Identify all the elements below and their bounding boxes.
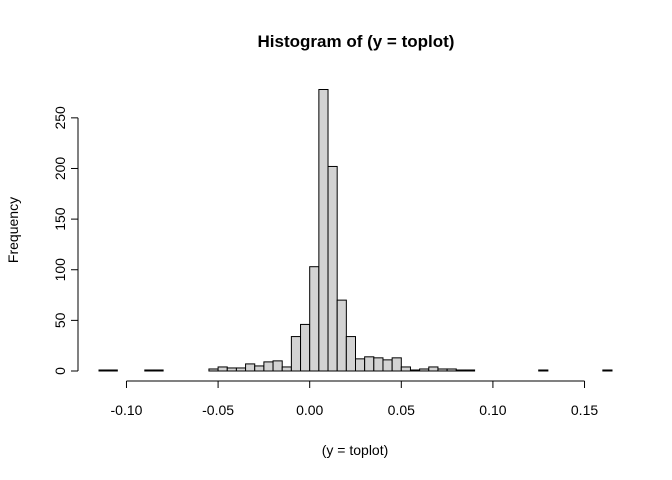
- histogram-bar: [281, 366, 292, 372]
- histogram-bar: [400, 366, 411, 372]
- histogram-bar: [208, 368, 219, 372]
- histogram-bar: [336, 299, 347, 372]
- histogram-bar: [327, 165, 338, 372]
- histogram-bar: [464, 369, 476, 372]
- y-tick-label: 250: [52, 106, 68, 130]
- histogram-bar: [409, 369, 421, 372]
- histogram-bar: [602, 369, 613, 372]
- x-tick-label: -0.10: [111, 402, 143, 418]
- histogram-bar: [144, 369, 155, 372]
- bars-group: [98, 89, 613, 372]
- chart-title: Histogram of (y = toplot): [258, 32, 455, 51]
- histogram-bar: [364, 356, 375, 372]
- histogram-bar: [382, 359, 393, 372]
- histogram-bar: [355, 358, 366, 372]
- histogram-bar: [245, 363, 256, 372]
- x-tick-label: 0.10: [479, 402, 506, 418]
- histogram-bar: [107, 369, 118, 372]
- histogram-bar: [226, 367, 237, 372]
- y-axis-label: Frequency: [5, 197, 21, 263]
- histogram-bar: [290, 336, 302, 372]
- x-tick-label: 0.15: [571, 402, 598, 418]
- histogram-bar: [235, 367, 247, 372]
- y-tick-label: 200: [52, 157, 68, 181]
- histogram-bar: [391, 357, 402, 372]
- histogram-bar: [254, 365, 265, 372]
- histogram-bar: [263, 361, 274, 372]
- histogram-bar: [300, 323, 311, 372]
- y-tick-label: 100: [52, 258, 68, 282]
- histogram-bar: [272, 360, 283, 372]
- x-tick-label: 0.05: [388, 402, 415, 418]
- histogram-bar: [217, 366, 228, 372]
- histogram-bar: [455, 369, 466, 372]
- histogram-bar: [428, 366, 439, 372]
- histogram-bar: [309, 266, 320, 372]
- histogram-bar: [437, 368, 448, 372]
- y-tick-label: 0: [52, 367, 68, 375]
- x-tick-label: -0.05: [202, 402, 234, 418]
- histogram-bar: [446, 368, 457, 372]
- y-tick-label: 150: [52, 207, 68, 231]
- histogram-bar: [419, 368, 430, 372]
- x-axis: -0.10 -0.05 0.00 0.05 0.10 0.15: [111, 380, 598, 418]
- histogram-bar: [318, 89, 329, 372]
- histogram-bar: [538, 369, 549, 372]
- x-axis-label: (y = toplot): [322, 442, 389, 458]
- y-tick-label: 50: [52, 312, 68, 328]
- x-tick-label: 0.00: [296, 402, 323, 418]
- histogram-bar: [98, 369, 109, 372]
- histogram-bar: [153, 369, 164, 372]
- histogram-bar: [373, 357, 384, 372]
- histogram-bar: [345, 336, 356, 372]
- y-axis: 0 50 100 150 200 250: [52, 106, 79, 375]
